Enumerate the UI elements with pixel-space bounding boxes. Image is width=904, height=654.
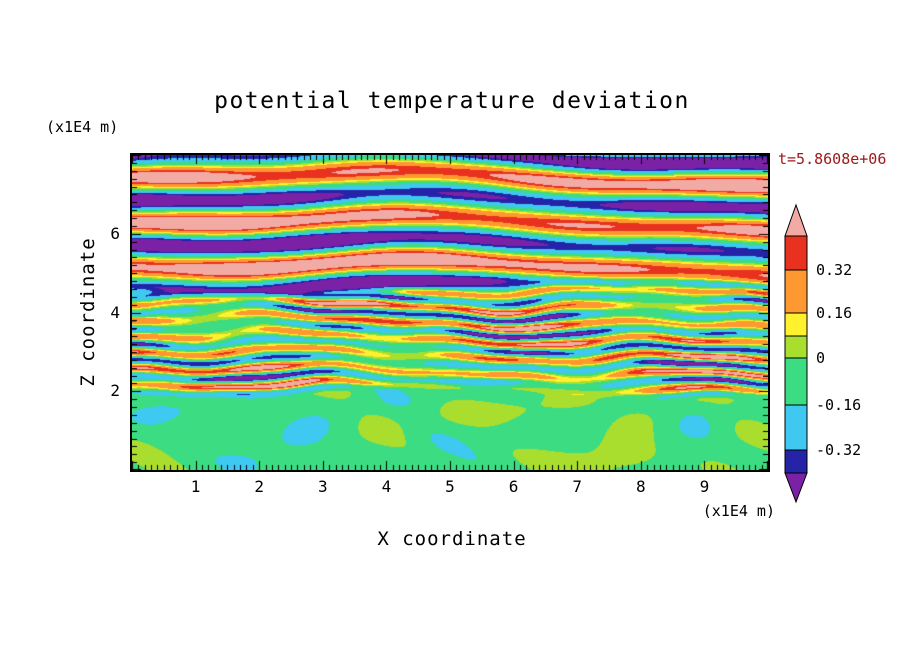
- colorbar-band: [784, 269, 808, 314]
- colorbar-band: [784, 449, 808, 474]
- colorbar-tick-label: 0.32: [816, 261, 852, 279]
- colorbar-tick-label: 0: [816, 349, 825, 367]
- colorbar: 0.32 0.16 0 -0.16 -0.32: [784, 203, 861, 504]
- colorbar-tick-label: -0.16: [816, 396, 861, 414]
- colorbar-tick-label: -0.32: [816, 441, 861, 459]
- colorbar-band: [784, 404, 808, 451]
- x-axis-label: X coordinate: [377, 528, 527, 550]
- x-tick-label: 2: [254, 477, 265, 496]
- colorbar-band: [784, 335, 808, 359]
- z-tick-label: 2: [110, 381, 120, 401]
- contour-field-canvas: [132, 155, 768, 470]
- colorbar-band: [784, 357, 808, 406]
- z-tick-label: 4: [110, 302, 120, 322]
- plot-area: [130, 153, 770, 472]
- x-tick-label: 1: [190, 477, 201, 496]
- colorbar-tick-label: 0.16: [816, 304, 852, 322]
- timestamp-label: t=5.8608e+06: [778, 150, 887, 168]
- x-tick-label: 4: [381, 477, 392, 496]
- colorbar-arrow-top: [784, 203, 808, 237]
- colorbar-arrow-bottom: [784, 472, 808, 504]
- z-axis-unit-label: (x1E4 m): [46, 118, 119, 136]
- x-tick-label: 5: [445, 477, 455, 496]
- chart-title: potential temperature deviation: [214, 88, 690, 114]
- x-tick-label: 9: [699, 477, 710, 496]
- colorbar-band: [784, 312, 808, 337]
- x-tick-label: 8: [635, 477, 646, 496]
- colorbar-band: [784, 235, 808, 271]
- z-tick-label: 6: [110, 223, 120, 243]
- x-tick-label: 7: [572, 477, 583, 496]
- x-tick-label: 6: [508, 477, 519, 496]
- x-tick-label: 3: [317, 477, 328, 496]
- x-axis-unit-label: (x1E4 m): [702, 502, 775, 520]
